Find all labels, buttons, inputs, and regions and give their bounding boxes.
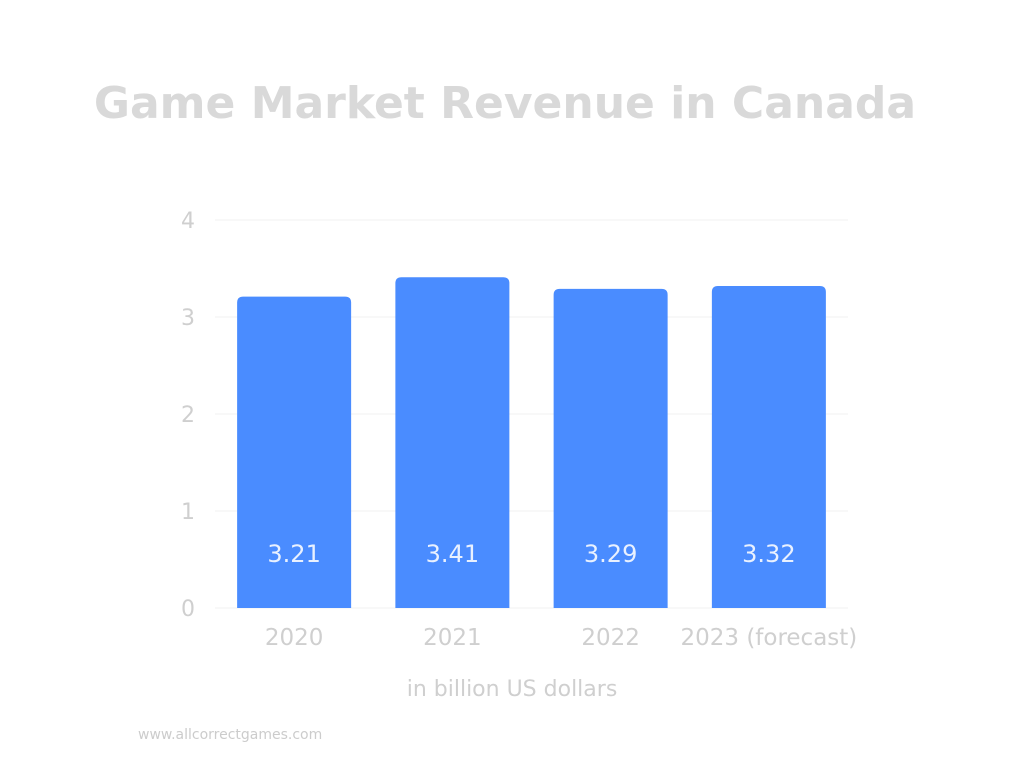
x-tick-label: 2021 bbox=[423, 625, 482, 651]
y-tick-label: 3 bbox=[181, 306, 195, 331]
bar-value-label: 3.29 bbox=[584, 540, 637, 568]
source-footer: www.allcorrectgames.com bbox=[138, 727, 323, 743]
x-tick-label: 2022 bbox=[581, 625, 640, 651]
y-tick-label: 1 bbox=[181, 500, 195, 525]
chart-title: Game Market Revenue in Canada bbox=[93, 78, 917, 129]
bar-value-label: 3.41 bbox=[426, 540, 479, 568]
bar-2022 bbox=[553, 288, 668, 608]
y-axis-ticks: 0 1 2 3 4 bbox=[181, 209, 195, 622]
bar-2021 bbox=[395, 277, 510, 608]
x-tick-label: 2020 bbox=[265, 625, 324, 651]
bar-2020 bbox=[237, 296, 352, 608]
y-tick-label: 4 bbox=[181, 209, 195, 234]
bar-value-label: 3.32 bbox=[742, 540, 795, 568]
bar-2023-forecast- bbox=[711, 285, 826, 608]
bar-value-label: 3.21 bbox=[267, 540, 320, 568]
x-tick-label: 2023 (forecast) bbox=[680, 625, 857, 651]
y-tick-label: 2 bbox=[181, 403, 195, 428]
x-axis-label: in billion US dollars bbox=[406, 677, 618, 702]
y-tick-label: 0 bbox=[181, 597, 195, 622]
bars: 3.21 3.41 3.29 3.32 bbox=[237, 277, 826, 608]
x-axis-ticks: 2020 2021 2022 2023 (forecast) bbox=[265, 625, 857, 651]
